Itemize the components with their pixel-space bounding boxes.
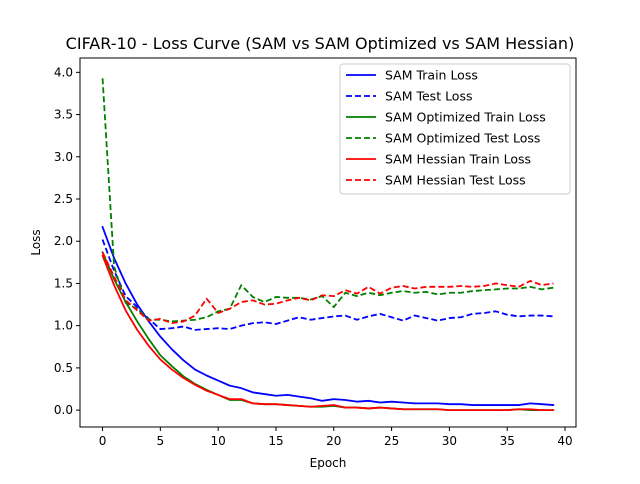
x-tick-label: 0 (99, 434, 107, 448)
series-layer (101, 78, 555, 412)
legend-label-sam-hessian-train-loss: SAM Hessian Train Loss (385, 152, 531, 167)
legend-label-sam-test-loss: SAM Test Loss (385, 89, 472, 104)
y-tick-label: 2.0 (54, 234, 73, 248)
series-line-sam-test-loss (101, 239, 554, 331)
x-tick-label: 40 (557, 434, 572, 448)
series-line-sam-hessian-test-loss (101, 251, 554, 325)
y-axis-label: Loss (29, 229, 43, 255)
series-line-sam-hessian-train-loss (101, 254, 555, 412)
plot-frame (79, 57, 577, 428)
series-line-sam-train-loss (101, 225, 555, 406)
x-tick-label: 5 (157, 434, 165, 448)
x-axis-label: Epoch (310, 456, 347, 470)
y-tick-label: 0.0 (54, 403, 73, 417)
y-tick-label: 2.5 (54, 192, 73, 206)
legend: SAM Train Loss SAM Test Loss SAM Optimized… (339, 63, 571, 195)
chart-title: CIFAR-10 - Loss Curve (SAM vs SAM Optimi… (66, 34, 575, 53)
x-tick-label: 20 (326, 434, 341, 448)
legend-label-sam-hessian-test-loss: SAM Hessian Test Loss (385, 173, 526, 188)
x-tick-label: 10 (211, 434, 226, 448)
legend-label-sam-optimized-test-loss: SAM Optimized Test Loss (385, 131, 540, 146)
legend-label-sam-optimized-train-loss: SAM Optimized Train Loss (385, 110, 546, 125)
legend-label-sam-train-loss: SAM Train Loss (385, 68, 478, 83)
x-tick-label: 35 (500, 434, 515, 448)
legend-entries: SAM Train Loss SAM Test Loss SAM Optimized… (346, 68, 546, 188)
series-line-sam-optimized-test-loss (101, 78, 554, 323)
y-axis-ticks: 0.0 0.5 1.0 1.5 2.0 2.5 3.0 3.5 4.0 (54, 65, 80, 417)
x-tick-label: 25 (384, 434, 399, 448)
x-axis-ticks: 0 5 10 15 20 25 30 35 40 (99, 427, 573, 448)
y-tick-label: 3.5 (54, 108, 73, 122)
y-tick-label: 1.5 (54, 276, 73, 290)
legend-box (339, 63, 571, 195)
x-tick-label: 15 (268, 434, 283, 448)
y-tick-label: 0.5 (54, 361, 73, 375)
y-tick-label: 1.0 (54, 319, 73, 333)
y-tick-label: 3.0 (54, 150, 73, 164)
y-tick-label: 4.0 (54, 65, 73, 79)
x-tick-label: 30 (442, 434, 457, 448)
